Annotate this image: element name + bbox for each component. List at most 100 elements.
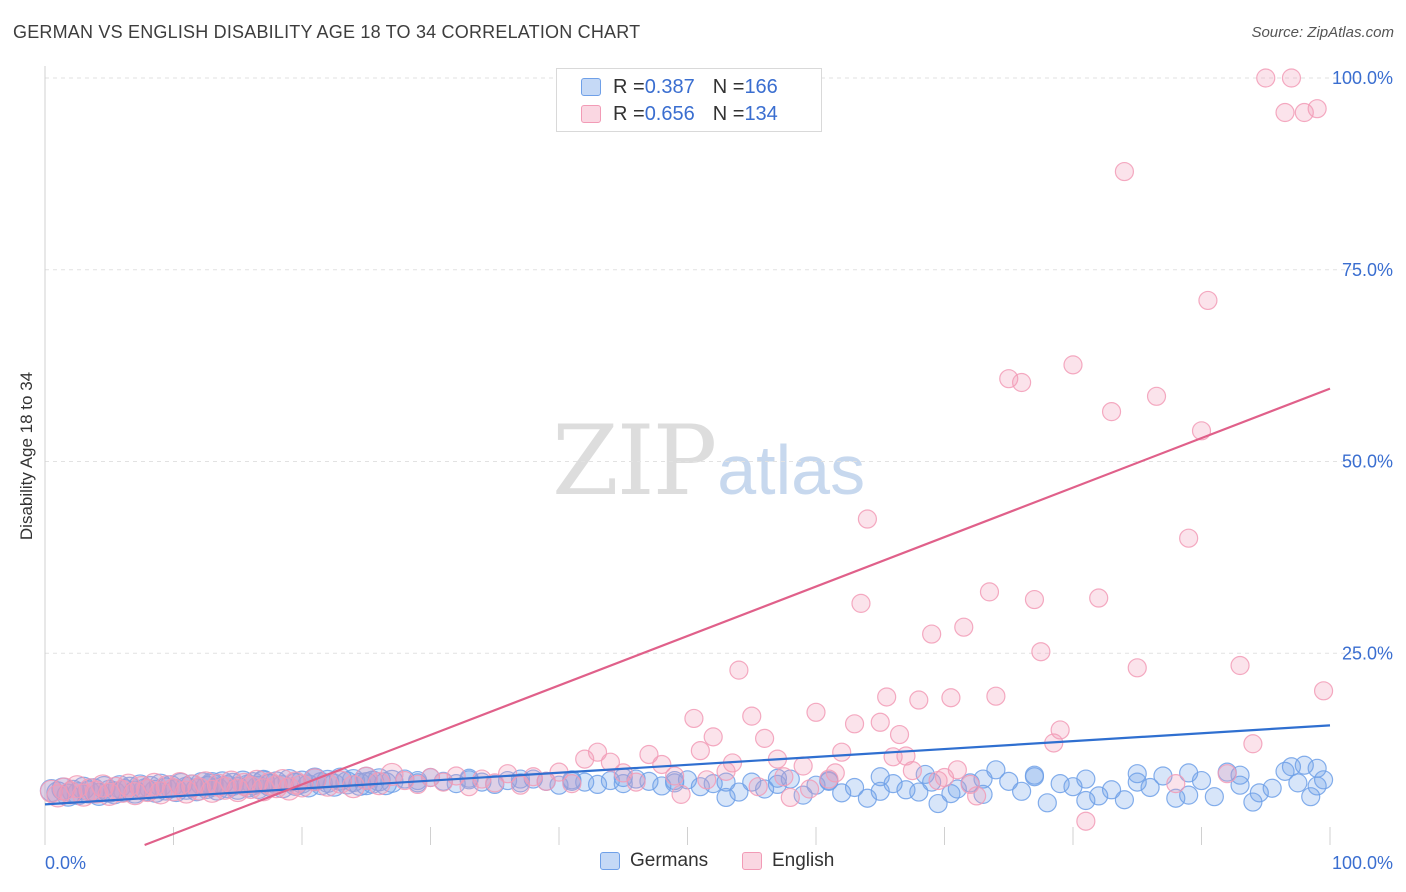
y-tick-label: 50.0% [1342,452,1393,472]
english-point [1256,68,1276,88]
german-point [973,769,993,789]
english-point [1313,681,1334,701]
german-point [1288,773,1308,793]
english-point [697,770,717,790]
r-label: R = [613,75,645,98]
english-point [793,756,813,776]
english-point [806,702,826,722]
english-point [1101,402,1122,422]
english-point [1275,102,1295,123]
german-point [870,767,890,787]
english-point [1024,589,1045,610]
series-legend: Germans English [0,850,1406,878]
english-point [587,742,608,762]
english-point [639,744,659,765]
german-point [1230,775,1250,795]
german-point [928,793,948,814]
english-point [1031,642,1051,662]
german-point [1076,790,1096,811]
english-point [774,767,794,787]
english-point [562,774,582,794]
english-point [941,688,961,708]
english-point [960,774,980,795]
german-point [909,782,929,802]
legend-row-english: R = 0.656 N = 134 [581,101,778,127]
y-tick-label: 75.0% [1342,260,1393,280]
english-point [1307,99,1327,119]
english-point [832,742,852,762]
chart-title: GERMAN VS ENGLISH DISABILITY AGE 18 TO 3… [13,22,641,42]
german-point [832,783,852,803]
legend-row-germans: R = 0.387 N = 166 [581,74,778,100]
german-point [1262,778,1282,798]
english-point [600,752,621,772]
english-point [967,786,987,806]
german-trendline [44,724,1331,806]
n-value: 134 [744,102,778,125]
german-point [1114,790,1135,810]
english-point [1243,734,1263,754]
english-point [1230,655,1250,676]
legend-swatch-english [742,852,762,870]
y-axis-label: Disability Age 18 to 34 [17,371,36,541]
english-point [799,779,820,799]
english-point [1063,355,1083,375]
english-point [523,767,543,787]
english-point [626,772,646,792]
n-label: N = [712,75,745,98]
english-point [652,754,672,775]
english-trendline [144,387,1331,847]
english-point [1217,764,1237,784]
x-tick-label: 0.0% [45,853,86,873]
legend-item-germans[interactable]: Germans [600,850,708,872]
german-point [999,771,1019,791]
english-point [1011,372,1032,393]
english-point [690,741,710,761]
n-label: N = [712,102,745,125]
n-value: 166 [744,75,778,98]
english-point [902,761,922,781]
legend-swatch-germans [600,852,620,870]
r-value: 0.387 [644,75,695,98]
y-tick-label: 25.0% [1342,643,1393,663]
english-point [1146,386,1167,406]
german-point [1301,787,1321,807]
english-point [1089,588,1109,608]
english-point [1294,102,1314,123]
english-point [748,777,768,797]
english-point [665,766,685,786]
r-value: 0.656 [644,102,695,125]
english-point [851,593,871,613]
english-point [922,624,942,644]
german-point [1307,758,1327,778]
english-point [947,760,967,780]
german-point [716,787,736,808]
legend-label-germans: Germans [630,850,709,871]
legend-swatch-germans [581,78,601,96]
english-point [754,728,775,748]
english-point [909,690,929,710]
y-tick-label: 100.0% [1332,68,1393,88]
english-point [290,774,314,798]
english-point [928,770,948,791]
english-point [684,708,704,729]
german-point [1179,785,1199,805]
correlation-legend: R = 0.387 N = 166 R = 0.656 N = 134 [556,68,822,132]
german-point [1037,793,1057,813]
german-point [767,774,788,795]
english-point [1166,774,1186,794]
english-point [1076,811,1096,831]
english-point [703,727,723,747]
german-point [729,782,749,802]
german-point [973,784,993,804]
german-point [1204,787,1224,807]
english-point [889,724,910,745]
german-point [1127,764,1147,784]
english-point [729,660,749,680]
english-point [979,582,1000,602]
legend-swatch-english [581,105,601,123]
legend-item-english[interactable]: English [742,850,834,872]
german-point [1313,770,1334,790]
german-point [1011,781,1032,801]
english-point [1050,720,1070,740]
